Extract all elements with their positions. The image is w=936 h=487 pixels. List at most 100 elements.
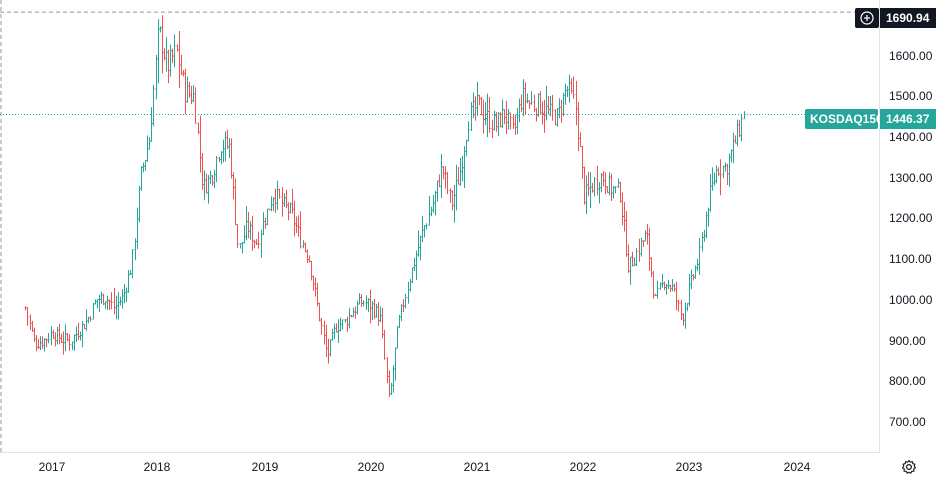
ohlc-bar bbox=[341, 319, 344, 330]
ohlc-bar bbox=[29, 314, 32, 331]
ohlc-bar bbox=[732, 132, 735, 164]
ohlc-bar bbox=[386, 357, 389, 384]
ohlc-bar bbox=[100, 291, 103, 304]
ohlc-bar bbox=[178, 30, 181, 88]
ohlc-bar bbox=[47, 332, 50, 344]
ohlc-bar bbox=[167, 49, 170, 84]
ohlc-bar bbox=[222, 139, 225, 163]
ohlc-bar bbox=[184, 68, 187, 115]
ohlc-bar bbox=[743, 111, 746, 120]
ohlc-bar bbox=[663, 281, 666, 291]
ohlc-bar bbox=[499, 111, 502, 128]
ohlc-bar bbox=[459, 157, 462, 186]
ohlc-bar bbox=[417, 230, 420, 257]
ohlc-bar bbox=[102, 293, 105, 305]
ohlc-bar bbox=[96, 298, 99, 309]
ohlc-bar bbox=[392, 365, 395, 393]
ohlc-bar bbox=[671, 279, 674, 292]
ohlc-bar bbox=[564, 83, 567, 105]
ohlc-bar bbox=[556, 107, 559, 127]
ohlc-bar bbox=[45, 338, 48, 348]
ohlc-bar bbox=[197, 122, 200, 135]
ohlc-bar bbox=[728, 153, 731, 187]
ohlc-bar bbox=[308, 255, 311, 263]
ohlc-bar bbox=[306, 249, 309, 263]
ohlc-bar bbox=[680, 299, 683, 320]
ohlc-bar bbox=[533, 94, 536, 113]
ohlc-bar bbox=[289, 202, 292, 214]
ohlc-bar bbox=[253, 239, 256, 249]
ohlc-bar bbox=[509, 112, 512, 130]
ohlc-bar bbox=[488, 97, 491, 133]
ohlc-bar bbox=[642, 240, 645, 248]
ohlc-bar bbox=[152, 85, 155, 127]
ohlc-bar bbox=[192, 84, 195, 103]
plus-icon[interactable] bbox=[860, 11, 874, 25]
ohlc-bar bbox=[264, 217, 267, 229]
ohlc-bar bbox=[150, 107, 153, 142]
ohlc-bar bbox=[203, 170, 206, 201]
ohlc-bar bbox=[390, 382, 393, 395]
ohlc-bar bbox=[396, 326, 399, 349]
ohlc-bar bbox=[591, 182, 594, 193]
ohlc-bar bbox=[667, 279, 670, 289]
ohlc-bar bbox=[85, 309, 88, 331]
x-tick-label: 2022 bbox=[570, 460, 597, 474]
ohlc-bar bbox=[558, 98, 561, 119]
ohlc-bar bbox=[472, 92, 475, 119]
ohlc-bar bbox=[524, 82, 527, 115]
time-axis[interactable]: 2017 2018 2019 2020 2021 2022 2023 2024 bbox=[39, 460, 811, 474]
ohlc-bar bbox=[362, 300, 365, 307]
ohlc-bar bbox=[199, 115, 202, 173]
ohlc-bar bbox=[94, 299, 97, 305]
ohlc-bar bbox=[715, 165, 718, 184]
ohlc-bar bbox=[260, 229, 263, 258]
ohlc-bar bbox=[419, 235, 422, 261]
ohlc-bar bbox=[562, 92, 565, 117]
ohlc-bar bbox=[163, 48, 166, 61]
ohlc-bar bbox=[545, 85, 548, 121]
ohlc-bar bbox=[360, 294, 363, 308]
ohlc-bar bbox=[310, 260, 313, 281]
ohlc-bar bbox=[247, 211, 250, 239]
ohlc-bar bbox=[243, 225, 246, 244]
ohlc-bar bbox=[675, 281, 678, 311]
crosshair-price-label[interactable]: 1690.94 bbox=[855, 8, 936, 28]
price-axis[interactable]: 700.00 800.00 900.00 1000.00 1100.00 120… bbox=[889, 49, 933, 429]
ohlc-bar bbox=[293, 200, 296, 237]
ohlc-bar bbox=[24, 306, 27, 311]
ohlc-bar bbox=[698, 237, 701, 275]
ohlc-bar bbox=[117, 292, 120, 320]
ohlc-bar bbox=[543, 99, 546, 133]
ohlc-bar bbox=[331, 328, 334, 341]
ohlc-bar bbox=[369, 289, 372, 324]
ohlc-bar bbox=[583, 166, 586, 205]
ohlc-bar bbox=[43, 338, 46, 352]
series-last-value-tag[interactable]: KOSDAQ150 1446.37 bbox=[805, 109, 936, 129]
ohlc-bar bbox=[283, 193, 286, 207]
ohlc-bar bbox=[77, 322, 80, 341]
x-tick-label: 2021 bbox=[464, 460, 491, 474]
ohlc-bar bbox=[232, 172, 235, 200]
ohlc-bar bbox=[50, 326, 53, 346]
ohlc-bar bbox=[66, 333, 69, 342]
ohlc-bar bbox=[356, 300, 359, 315]
ohlc-bar bbox=[440, 153, 443, 199]
ohlc-bar bbox=[530, 91, 533, 105]
ohlc-bar bbox=[121, 289, 124, 309]
ohlc-bar bbox=[270, 196, 273, 212]
ohlc-bar bbox=[514, 114, 517, 135]
ohlc-bar bbox=[495, 112, 498, 132]
x-tick-label: 2020 bbox=[358, 460, 385, 474]
ohlc-bar bbox=[201, 153, 204, 190]
ohlc-bar bbox=[535, 107, 538, 122]
ohlc-bar bbox=[520, 94, 523, 113]
ohlc-bar bbox=[577, 101, 580, 152]
ohlc-bar bbox=[677, 299, 680, 312]
ohlc-bar bbox=[373, 298, 376, 320]
ohlc-bar bbox=[278, 188, 281, 199]
chart-settings-button[interactable] bbox=[898, 456, 920, 478]
